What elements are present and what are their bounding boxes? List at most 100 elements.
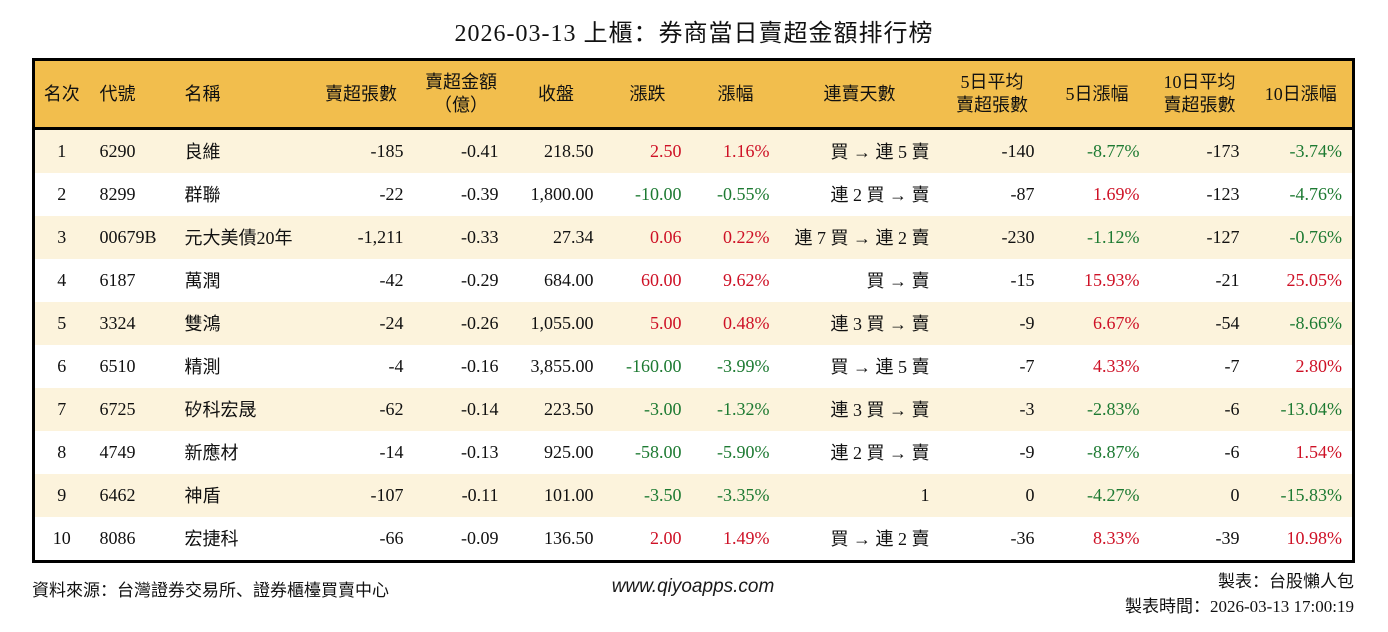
generated-time-text: 製表時間：2026-03-13 17:00:19 (1124, 597, 1354, 617)
cell-avg10_volume: -7 (1224, 355, 1240, 376)
table-header: 名次 代號 名稱 賣超張數 賣超金額 （億） 收盤 漲跌 漲幅 連賣天數 5日平均 賣超張數 5日漲幅 1… (33, 59, 1354, 130)
cell-change_pct: -0.55% (717, 183, 770, 204)
table-row: 6 6510 精測 -4 -0.16 3,855.00 -160.00 -3.99% 買 → 連… (34, 345, 1354, 388)
report-page: 2026-03-13 上櫃：券商當日賣超金額排行榜 名次 代號 名稱 賣超張數 賣超金額… (0, 20, 1388, 620)
cell-pct_5d: -2.83% (1087, 398, 1140, 419)
cell-sell_streak: 連 3 買 → 賣 (830, 400, 930, 421)
cell-pct_10d: -3.74% (1289, 140, 1343, 161)
cell-change: -10.00 (635, 183, 682, 204)
cell-avg5_volume: -7 (1019, 355, 1035, 376)
cell-sell_volume: -1,211 (357, 226, 404, 247)
cell-sell_amount: -0.14 (461, 398, 499, 419)
cell-name: 精測 (184, 357, 221, 378)
cell-name: 矽科宏晟 (184, 400, 257, 421)
cell-close: 684.00 (544, 269, 594, 290)
table-row: 4 6187 萬潤 -42 -0.29 684.00 60.00 9.62% 買 → 賣 -15 1… (34, 259, 1354, 302)
cell-avg5_volume: -3 (1019, 398, 1035, 419)
cell-sell_amount: -0.29 (461, 269, 499, 290)
cell-pct_5d: 15.93% (1084, 269, 1140, 290)
data-source-text: 資料來源：台灣證券交易所、證券櫃檯買賣中心 (32, 580, 389, 600)
cell-avg5_volume: -15 (1010, 269, 1035, 290)
table-row: 1 6290 良維 -185 -0.41 218.50 2.50 1.16% 買 → 連 5 賣… (33, 128, 1354, 173)
cell-change_pct: -3.99% (717, 355, 770, 376)
cell-sell_volume: -4 (388, 355, 404, 376)
cell-sell_volume: -22 (379, 183, 404, 204)
cell-avg5_volume: -9 (1019, 441, 1035, 462)
cell-close: 101.00 (544, 484, 594, 505)
cell-code: 8086 (99, 527, 136, 548)
col-header-pct_5d: 5日漲幅 (1044, 59, 1150, 130)
cell-change: -3.00 (644, 398, 682, 419)
cell-sell_volume: -24 (379, 312, 404, 333)
cell-rank: 4 (57, 269, 67, 290)
cell-name: 神盾 (184, 486, 221, 507)
cell-sell_amount: -0.11 (461, 484, 499, 505)
cell-avg5_volume: -140 (1001, 140, 1035, 161)
cell-rank: 10 (52, 527, 71, 548)
cell-sell_volume: -14 (379, 441, 404, 462)
cell-pct_10d: -4.76% (1289, 183, 1343, 204)
cell-sell_amount: -0.33 (461, 226, 499, 247)
cell-sell_streak: 買 → 連 2 賣 (830, 529, 930, 550)
table-row: 9 6462 神盾 -107 -0.11 101.00 -3.50 -3.35% 1 0 -4.27… (33, 473, 1354, 517)
cell-name: 新應材 (184, 443, 239, 464)
cell-pct_5d: 6.67% (1093, 312, 1140, 333)
cell-avg5_volume: -36 (1010, 527, 1035, 548)
cell-name: 宏捷科 (184, 529, 239, 550)
cell-sell_streak: 連 7 買 → 連 2 賣 (794, 228, 930, 249)
cell-sell_streak: 買 → 連 5 賣 (830, 142, 930, 163)
cell-close: 3,855.00 (530, 355, 594, 376)
col-header-rank: 名次 (33, 59, 89, 130)
maker-text: 製表：台股懶人包 (1218, 571, 1354, 591)
cell-rank: 6 (57, 355, 67, 376)
cell-code: 00679B (99, 226, 157, 247)
cell-rank: 9 (57, 484, 67, 505)
table-row: 10 8086 宏捷科 -66 -0.09 136.50 2.00 1.49% 買 → 連 2 … (34, 517, 1354, 562)
cell-avg5_volume: -87 (1010, 183, 1035, 204)
cell-sell_volume: -185 (370, 140, 404, 161)
table-row: 5 3324 雙鴻 -24 -0.26 1,055.00 5.00 0.48% 連 3 買 → … (33, 301, 1354, 345)
cell-pct_10d: -8.66% (1289, 312, 1343, 333)
cell-pct_5d: -4.27% (1087, 484, 1140, 505)
cell-avg5_volume: -230 (1001, 226, 1035, 247)
cell-name: 萬潤 (184, 271, 221, 292)
cell-change_pct: 1.49% (723, 527, 770, 548)
cell-change: 60.00 (641, 269, 682, 290)
cell-code: 3324 (99, 312, 136, 333)
cell-sell_volume: -66 (379, 527, 404, 548)
cell-pct_10d: 1.54% (1295, 441, 1343, 462)
cell-change_pct: 1.16% (723, 140, 770, 161)
col-header-sell_volume: 賣超張數 (308, 59, 414, 130)
table-body: 1 6290 良維 -185 -0.41 218.50 2.50 1.16% 買 → 連 5 賣… (33, 128, 1354, 562)
cell-code: 6290 (99, 140, 136, 161)
cell-avg10_volume: -39 (1215, 527, 1240, 548)
cell-pct_5d: 4.33% (1093, 355, 1140, 376)
cell-sell_streak: 1 (920, 484, 930, 505)
cell-code: 6462 (99, 484, 136, 505)
table-row: 3 00679B 元大美債20年 -1,211 -0.33 27.34 0.06 0.22% 連… (33, 215, 1354, 259)
cell-change_pct: 0.22% (723, 226, 770, 247)
cell-name: 群聯 (184, 185, 221, 206)
cell-change_pct: -3.35% (717, 484, 770, 505)
maker-block: 製表：台股懶人包 製表時間：2026-03-13 17:00:19 (774, 569, 1354, 620)
cell-rank: 3 (57, 226, 67, 247)
cell-close: 218.50 (544, 140, 594, 161)
cell-pct_10d: -15.83% (1280, 484, 1343, 505)
cell-pct_10d: -0.76% (1289, 226, 1343, 247)
cell-rank: 1 (57, 140, 67, 161)
cell-sell_amount: -0.41 (461, 140, 499, 161)
sell-ranking-table: 名次 代號 名稱 賣超張數 賣超金額 （億） 收盤 漲跌 漲幅 連賣天數 5日平均 賣超張數 5日漲幅 1… (32, 57, 1355, 563)
cell-avg10_volume: 0 (1230, 484, 1240, 505)
cell-code: 6725 (99, 398, 136, 419)
footer: 資料來源：台灣證券交易所、證券櫃檯買賣中心 www.qiyoapps.com 製… (32, 569, 1354, 620)
cell-avg10_volume: -173 (1206, 140, 1240, 161)
cell-pct_5d: -8.87% (1087, 441, 1140, 462)
col-header-change_pct: 漲幅 (691, 59, 780, 130)
cell-close: 27.34 (553, 226, 594, 247)
cell-avg10_volume: -6 (1224, 441, 1240, 462)
cell-close: 223.50 (544, 398, 594, 419)
cell-code: 4749 (99, 441, 136, 462)
cell-sell_volume: -62 (379, 398, 404, 419)
cell-pct_10d: 10.98% (1286, 527, 1343, 548)
cell-close: 1,055.00 (530, 312, 594, 333)
